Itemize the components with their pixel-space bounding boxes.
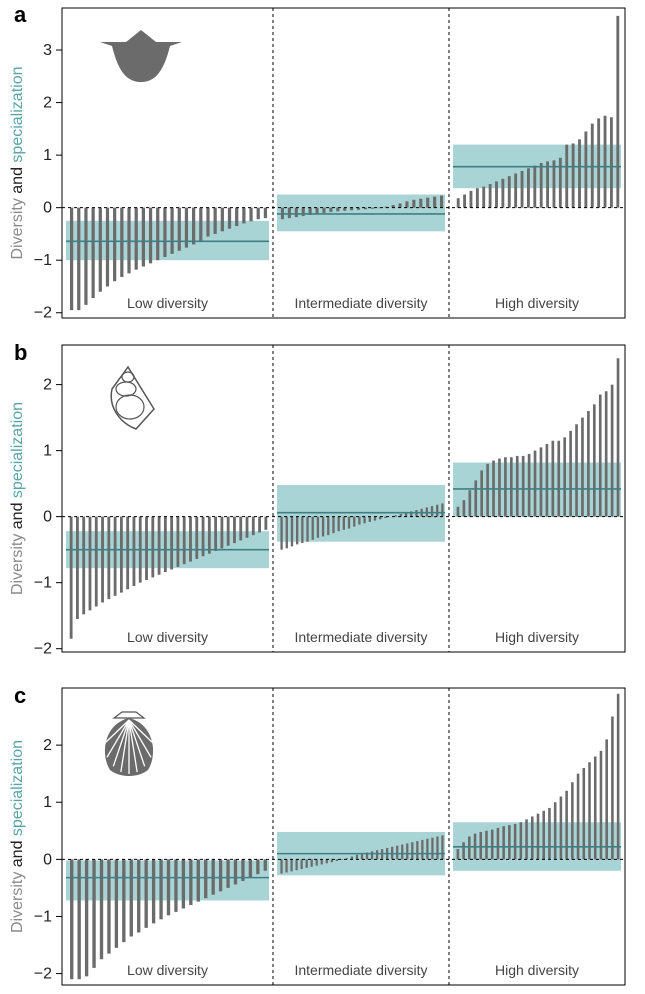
group-label: Low diversity	[127, 962, 208, 978]
panel-b: b Low diversity Intermediate diversity High…	[9, 340, 626, 658]
group-1: Intermediate diversity	[277, 831, 445, 978]
y-tick-label: −2	[34, 641, 52, 658]
y-tick-label: −1	[34, 908, 52, 925]
y-label-specialization: specialization	[9, 67, 26, 163]
y-axis-label: Diversity and specialization	[9, 740, 26, 933]
y-tick-label: 2	[43, 737, 52, 754]
y-tick-label: 1	[43, 794, 52, 811]
y-label-specialization: specialization	[9, 402, 26, 498]
scallop-rib	[128, 719, 157, 747]
scallop-rib	[106, 719, 130, 758]
brachiopod-shell-icon	[100, 30, 182, 82]
group-2: High diversity	[453, 693, 621, 978]
scallop-rib	[128, 719, 146, 767]
y-tick-label: 3	[43, 42, 52, 59]
y-axis-label: Diversity and specialization	[9, 402, 26, 595]
y-label-diversity: Diversity	[9, 534, 26, 595]
group-1: Intermediate diversity	[277, 484, 445, 645]
y-tick-label: 2	[43, 95, 52, 112]
group-label: Intermediate diversity	[294, 962, 427, 978]
scallop-rib	[112, 719, 130, 767]
gastropod-shell-icon	[110, 365, 155, 430]
y-label-and: and	[9, 163, 26, 199]
scallop-ear	[112, 711, 146, 719]
panel-a: a Low diversity Intermediate diversity High…	[9, 2, 626, 322]
scallop-rib	[128, 719, 152, 758]
scallop-rib	[101, 719, 130, 747]
panel-letter: b	[14, 340, 27, 365]
panel-letter: c	[14, 683, 26, 708]
group-label: Low diversity	[127, 295, 208, 311]
y-label-and: and	[9, 836, 26, 872]
y-tick-label: −1	[34, 252, 52, 269]
group-0: Low diversity	[66, 859, 269, 980]
gastropod-outline	[110, 365, 155, 430]
group-label: High diversity	[495, 962, 579, 978]
group-label: High diversity	[495, 629, 579, 645]
group-label: Low diversity	[127, 629, 208, 645]
group-2: High diversity	[453, 358, 621, 645]
panel-c: c Low diversity Intermediate diversity High…	[9, 683, 626, 986]
gastropod-whorl	[115, 394, 145, 420]
y-tick-label: 0	[43, 509, 52, 526]
y-tick-label: 0	[43, 200, 52, 217]
group-label: Intermediate diversity	[294, 295, 427, 311]
scallop-shell-icon	[101, 711, 157, 776]
y-tick-label: −2	[34, 966, 52, 983]
y-tick-label: 1	[43, 443, 52, 460]
group-1: Intermediate diversity	[277, 194, 445, 311]
y-tick-label: 2	[43, 377, 52, 394]
y-tick-label: −2	[34, 305, 52, 322]
plot-frame	[61, 344, 626, 653]
y-label-specialization: specialization	[9, 740, 26, 836]
panel-letter: a	[14, 2, 27, 27]
scallop-rib	[120, 719, 130, 773]
brachiopod-body	[100, 42, 182, 82]
y-tick-label: −1	[34, 575, 52, 592]
y-tick-label: 1	[43, 147, 52, 164]
y-axis-label: Diversity and specialization	[9, 67, 26, 260]
y-label-diversity: Diversity	[9, 198, 26, 259]
group-label: Intermediate diversity	[294, 629, 427, 645]
group-label: High diversity	[495, 295, 579, 311]
brachiopod-beak	[126, 30, 156, 42]
plot-frame	[61, 687, 626, 986]
group-0: Low diversity	[66, 516, 269, 645]
y-label-and: and	[9, 498, 26, 534]
y-label-diversity: Diversity	[9, 872, 26, 933]
group-2: High diversity	[453, 15, 621, 311]
plot-frame	[61, 7, 626, 319]
scallop-rib	[128, 719, 138, 773]
group-0: Low diversity	[66, 207, 269, 311]
y-tick-label: 0	[43, 851, 52, 868]
iqr-band	[277, 194, 445, 232]
